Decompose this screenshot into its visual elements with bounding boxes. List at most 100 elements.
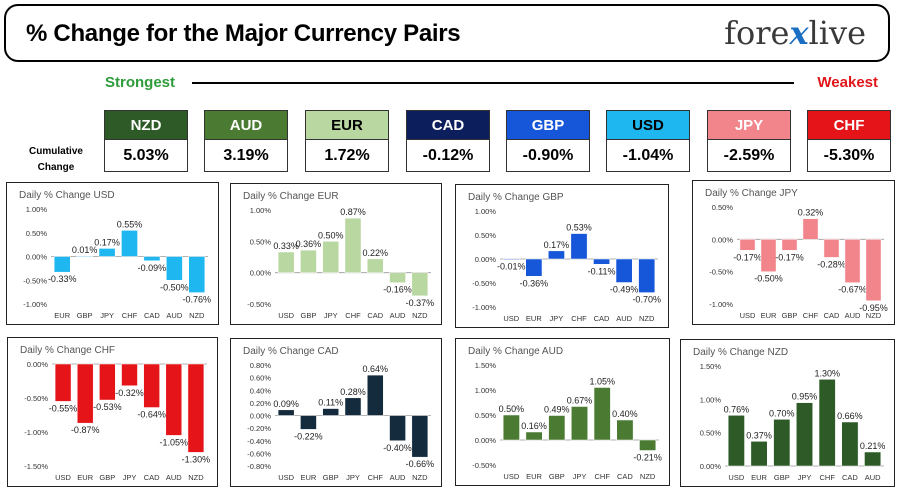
currency-box-gbp: GBP -0.90% [506,110,590,172]
y-tick-label: 0.50% [250,237,272,246]
x-tick-label: NZD [412,473,428,482]
x-tick-label: CHF [368,473,384,482]
bar-chart: Daily % Change EUR 1.00% 0.50% 0.00% -0.50% 0… [243,191,434,320]
bar-chart: Daily % Change USD1.00%0.50%0.00%-0.50%-… [19,190,212,320]
bar-gbp [781,239,798,251]
chart-panel-aud: Daily % Change AUD 1.50% 1.00% 0.50% 0.00% -0… [455,338,670,486]
x-tick-label: USD [55,473,71,482]
bar-cad [593,258,610,265]
x-tick-label: CAD [824,311,840,320]
x-tick-label: GBP [549,472,565,481]
x-tick-label: GBP [774,473,790,482]
y-tick-label: -1.50% [24,462,48,471]
bar-chf [802,218,819,240]
data-label: -0.09% [138,263,167,273]
data-label: 0.22% [363,248,389,258]
data-label: -0.66% [406,459,435,469]
data-label: -0.76% [183,295,212,305]
data-label: 0.40% [612,409,638,419]
data-label: -0.40% [383,443,412,453]
data-label: -0.70% [632,295,661,305]
bar-jpy [796,402,813,467]
chart-title: Daily % Change JPY [705,188,798,199]
currency-cumulative-value: 5.03% [104,140,188,172]
data-label: 0.95% [792,392,818,402]
strength-arrow-line [192,82,794,84]
currency-code: USD [606,110,690,140]
currency-box-usd: USD -1.04% [606,110,690,172]
data-label: 0.50% [318,230,344,240]
x-tick-label: CHF [803,311,819,320]
data-label: -0.16% [383,285,412,295]
data-label: 0.33% [273,241,299,251]
y-tick-label: 0.20% [250,399,272,408]
x-tick-label: CHF [571,314,587,323]
data-label: -0.64% [137,410,166,420]
currency-cumulative-value: -1.04% [606,140,690,172]
x-tick-label: USD [503,314,519,323]
y-tick-label: -1.00% [24,428,48,437]
bar-eur [525,258,543,277]
y-tick-label: 0.60% [250,374,272,383]
x-tick-label: AUD [845,311,861,320]
data-label: -0.28% [817,259,846,269]
data-label: -1.30% [182,454,211,464]
bar-eur [300,415,317,430]
bar-cad [616,419,634,441]
y-tick-label: 0.50% [26,229,48,238]
bar-gbp [300,249,317,273]
bar-aud [389,272,406,283]
x-tick-label: GBP [782,311,798,320]
data-label: -0.50% [754,274,783,284]
y-tick-label: -0.50% [472,279,496,288]
data-label: 0.16% [521,421,547,431]
data-label: -0.22% [294,431,323,441]
bar-chf [593,387,611,441]
y-tick-label: -0.50% [709,268,733,277]
data-label: -0.87% [71,425,100,435]
bar-jpy [548,250,565,260]
bar-usd [502,258,520,261]
x-tick-label: JPY [550,314,564,323]
chart-title: Daily % Change GBP [468,192,564,203]
data-label: 0.76% [724,404,750,414]
x-tick-label: JPY [573,472,587,481]
bar-nzd [639,439,657,451]
x-tick-label: JPY [100,311,114,320]
data-label: -0.36% [520,278,549,288]
y-tick-label: 0.50% [475,411,497,420]
bar-cad [367,258,384,273]
bar-aud [864,451,882,467]
y-tick-label: 1.50% [700,362,722,371]
data-label: 0.66% [837,411,863,421]
x-tick-label: CAD [617,472,633,481]
bar-chf [367,374,384,416]
y-tick-label: 1.50% [475,361,497,370]
x-tick-label: GBP [301,311,317,320]
bar-chf [570,233,588,260]
currency-code: JPY [707,110,791,140]
x-tick-label: CHF [122,311,138,320]
chart-panel-cad: Daily % Change CAD 0.80% 0.60% 0.40% 0.20% 0.… [230,338,442,487]
y-tick-label: 0.00% [712,235,734,244]
page-title: % Change for the Major Currency Pairs [26,20,461,47]
x-tick-label: CAD [594,314,610,323]
x-tick-label: EUR [526,314,542,323]
bar-eur [53,256,71,273]
bar-usd [277,409,295,416]
data-label: 0.09% [273,399,299,409]
weakest-label: Weakest [817,74,878,91]
currency-code: CHF [807,110,891,140]
bar-gbp [322,408,339,416]
bar-chart: Daily % Change NZD 1.50% 1.00% 0.50% 0.00% 0.… [693,347,886,482]
x-tick-label: USD [278,473,294,482]
chart-panel-eur: Daily % Change EUR 1.00% 0.50% 0.00% -0.50% 0… [230,183,442,325]
bar-chart: Daily % Change AUD1.50%1.00%0.50%0.00%-0… [468,346,662,481]
x-tick-label: JPY [346,473,360,482]
x-tick-label: NZD [639,314,655,323]
bar-jpy [121,363,138,387]
data-label: 0.37% [746,430,772,440]
data-label: 0.21% [860,441,886,451]
bar-gbp [99,363,116,401]
x-tick-label: JPY [798,473,812,482]
